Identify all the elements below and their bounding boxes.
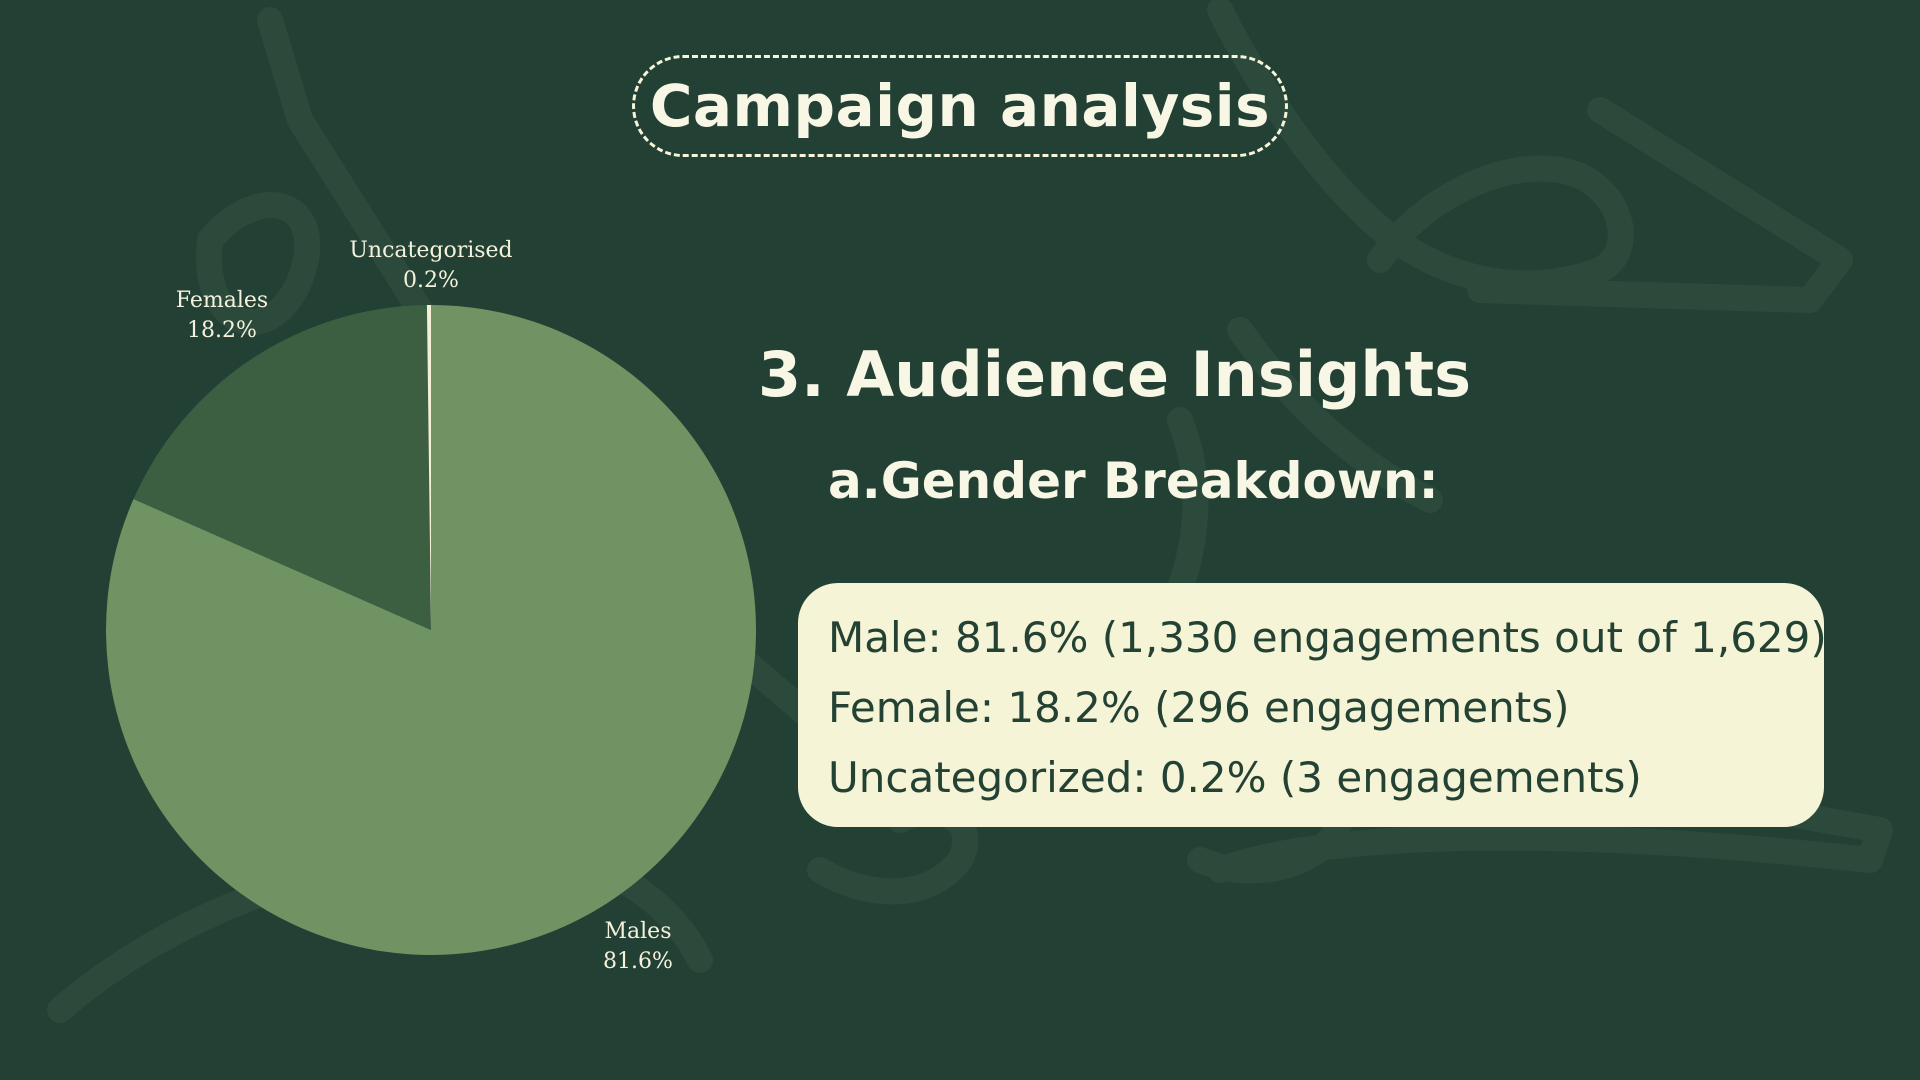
slide-title: Campaign analysis: [649, 72, 1271, 140]
stat-uncategorized: Uncategorized: 0.2% (3 engagements): [828, 753, 1642, 802]
pie-slice-females: [133, 305, 431, 630]
pie-slices: [105, 305, 756, 956]
pie-label-females: Females: [176, 288, 268, 313]
stat-female: Female: 18.2% (296 engagements): [828, 683, 1570, 732]
pie-value-males: 81.6%: [603, 949, 673, 974]
stats-box: Male: 81.6% (1,330 engagements out of 1,…: [798, 583, 1827, 827]
pie-labels: Males 81.6% Females 18.2% Uncategorised 0.2%: [176, 238, 673, 974]
pie-slice-males: [105, 305, 756, 956]
pie-slice-uncategorised: [426, 305, 431, 630]
pie-label-males: Males: [605, 919, 672, 944]
gender-pie-chart: Males 81.6% Females 18.2% Uncategorised 0.2%: [105, 238, 756, 974]
stat-male: Male: 81.6% (1,330 engagements out of 1,…: [828, 613, 1827, 662]
section-heading: 3. Audience Insights: [758, 338, 1472, 411]
title-badge: Campaign analysis: [632, 55, 1288, 157]
pie-label-uncategorised: Uncategorised: [349, 238, 512, 263]
pie-value-females: 18.2%: [187, 318, 257, 343]
section-subheading: a.Gender Breakdown:: [828, 452, 1439, 510]
pie-value-uncategorised: 0.2%: [403, 268, 459, 293]
